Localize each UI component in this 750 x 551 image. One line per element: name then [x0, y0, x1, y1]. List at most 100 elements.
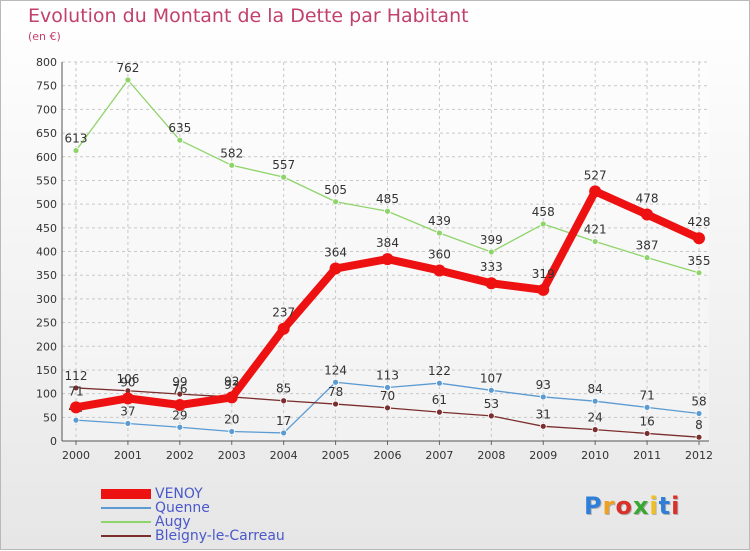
legend-label: Quenne	[155, 500, 210, 516]
data-label: 31	[536, 407, 551, 421]
data-label: 84	[588, 382, 603, 396]
data-point	[487, 386, 495, 394]
logo-letter: t	[658, 492, 672, 520]
data-point	[693, 232, 705, 245]
data-label: 112	[65, 369, 88, 383]
data-point	[487, 248, 495, 256]
chart-title: Evolution du Montant de la Dette par Hab…	[28, 5, 469, 27]
logo-letter: i	[649, 492, 659, 520]
x-tick-label: 2007	[425, 449, 453, 462]
y-tick-label: 50	[43, 411, 57, 424]
data-point	[329, 262, 342, 275]
data-label: 85	[276, 382, 291, 396]
data-point	[225, 391, 238, 404]
data-point	[124, 420, 132, 427]
data-point	[591, 238, 599, 245]
x-tick-label: 2004	[270, 449, 298, 462]
data-label: 421	[584, 223, 607, 237]
logo-letter: i	[671, 492, 681, 520]
data-point	[384, 207, 391, 215]
data-label: 635	[168, 121, 191, 135]
data-label: 428	[688, 215, 711, 229]
data-label: 24	[588, 411, 603, 425]
data-point	[72, 384, 80, 392]
data-label: 71	[68, 384, 83, 398]
y-tick-label: 100	[36, 388, 57, 401]
data-point	[277, 322, 290, 335]
legend-item: VENOY	[101, 486, 361, 503]
data-label: 478	[636, 192, 659, 206]
data-label: 107	[480, 371, 503, 385]
data-label: 76	[172, 382, 187, 396]
data-label: 53	[484, 397, 499, 411]
x-tick-label: 2012	[685, 449, 713, 462]
y-tick-label: 450	[36, 222, 57, 235]
data-point	[485, 277, 498, 290]
chart-subtitle: (en €)	[28, 30, 61, 43]
data-label: 485	[376, 192, 399, 206]
data-label: 364	[324, 246, 347, 260]
legend-label: Bleigny-le-Carreau	[155, 528, 285, 544]
data-point	[384, 404, 391, 412]
data-point	[280, 397, 288, 405]
data-point	[381, 253, 394, 266]
data-point	[332, 400, 339, 408]
x-tick-label: 2005	[322, 449, 350, 462]
data-label: 439	[428, 214, 451, 228]
data-label: 355	[688, 254, 711, 268]
data-point	[695, 410, 703, 417]
legend-label: VENOY	[155, 486, 203, 502]
data-point	[589, 185, 602, 198]
data-point	[176, 136, 184, 144]
data-point	[332, 198, 339, 206]
data-point	[643, 430, 651, 437]
data-point	[436, 229, 443, 237]
x-tick-label: 2011	[633, 449, 661, 462]
legend-swatch	[101, 521, 151, 523]
y-tick-label: 400	[36, 246, 57, 259]
data-point	[641, 208, 654, 221]
logo-letter: r	[602, 492, 616, 520]
data-point	[176, 423, 184, 431]
data-label: 124	[324, 363, 347, 377]
data-label: 505	[324, 183, 347, 197]
plot-area	[62, 62, 709, 441]
data-label: 613	[65, 132, 88, 146]
data-label: 92	[224, 374, 239, 388]
data-point	[695, 269, 703, 277]
legend-item: Quenne	[101, 500, 361, 517]
data-point	[72, 416, 80, 424]
data-label: 106	[116, 372, 139, 386]
x-tick-label: 2000	[62, 449, 90, 462]
y-tick-label: 600	[36, 151, 57, 164]
y-tick-label: 300	[36, 293, 57, 306]
data-point	[591, 397, 599, 405]
data-label: 387	[636, 239, 659, 253]
data-label: 29	[172, 408, 187, 422]
data-label: 319	[532, 267, 555, 281]
data-point	[72, 147, 80, 154]
data-label: 557	[272, 158, 295, 172]
x-tick-label: 2003	[218, 449, 246, 462]
y-tick-label: 500	[36, 198, 57, 211]
data-label: 93	[536, 378, 551, 392]
data-label: 8	[695, 418, 703, 432]
data-label: 582	[220, 146, 243, 160]
data-point	[280, 429, 288, 437]
y-tick-label: 150	[36, 364, 57, 377]
legend-swatch	[101, 489, 151, 499]
y-tick-label: 350	[36, 269, 57, 282]
data-label: 333	[480, 260, 503, 274]
data-label: 237	[272, 306, 295, 320]
data-label: 762	[116, 61, 139, 75]
x-tick-label: 2010	[581, 449, 609, 462]
data-point	[384, 384, 391, 391]
data-label: 384	[376, 236, 399, 250]
data-label: 113	[376, 368, 399, 382]
data-point	[643, 254, 651, 262]
data-point	[436, 408, 443, 416]
data-label: 78	[328, 385, 343, 399]
data-label: 90	[120, 375, 135, 389]
